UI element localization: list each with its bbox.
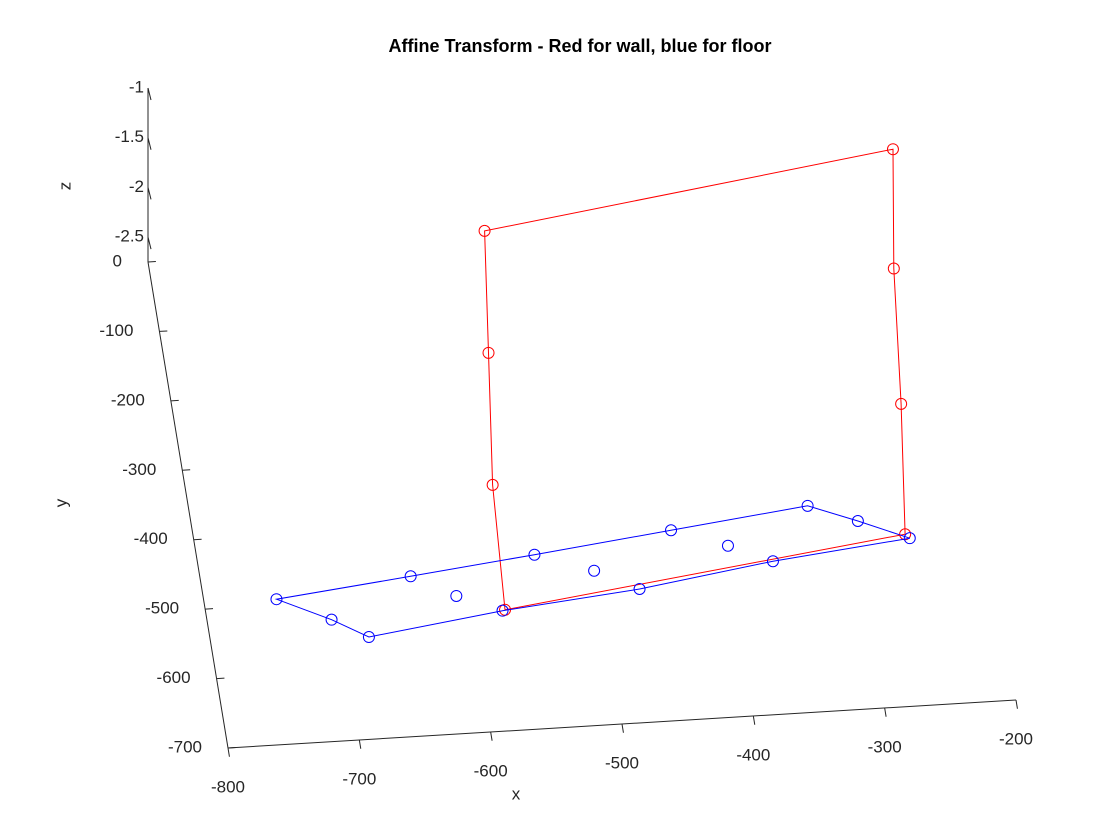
marker bbox=[588, 564, 601, 577]
marker bbox=[766, 555, 779, 568]
y-tick-label: -700 bbox=[168, 737, 202, 756]
marker bbox=[404, 570, 417, 583]
x-tick bbox=[227, 747, 230, 757]
x-axis-label: x bbox=[512, 784, 521, 803]
marker bbox=[482, 346, 495, 359]
x-tick bbox=[490, 731, 493, 741]
y-axis-label: y bbox=[51, 498, 70, 507]
z-tick bbox=[147, 137, 152, 150]
marker bbox=[450, 589, 463, 602]
x-tick-label: -800 bbox=[211, 777, 245, 796]
marker bbox=[528, 548, 541, 561]
y-tick-label: -100 bbox=[99, 321, 133, 340]
z-tick-label: -2.5 bbox=[115, 227, 144, 246]
y-tick-label: -300 bbox=[122, 460, 156, 479]
marker bbox=[801, 499, 814, 512]
x-tick bbox=[621, 723, 624, 733]
z-tick-label: -1 bbox=[129, 77, 144, 96]
z-tick bbox=[147, 237, 152, 250]
x-tick-label: -300 bbox=[868, 737, 902, 756]
y-tick-label: -400 bbox=[134, 529, 168, 548]
marker bbox=[887, 262, 900, 275]
z-tick-label: -2 bbox=[129, 177, 144, 196]
marker bbox=[362, 631, 375, 644]
z-axis-label: z bbox=[55, 182, 74, 191]
x-tick bbox=[1015, 699, 1018, 709]
x-tick-label: -700 bbox=[342, 769, 376, 788]
marker bbox=[851, 514, 864, 527]
z-tick bbox=[147, 187, 152, 200]
x-tick-label: -500 bbox=[605, 753, 639, 772]
marker bbox=[886, 143, 899, 156]
y-tick-label: -600 bbox=[157, 668, 191, 687]
marker bbox=[903, 532, 916, 545]
marker bbox=[895, 397, 908, 410]
x-tick bbox=[358, 739, 362, 749]
marker bbox=[270, 593, 283, 606]
y-tick-label: -200 bbox=[111, 390, 145, 409]
x-tick bbox=[884, 707, 887, 717]
x-tick bbox=[752, 715, 756, 725]
z-tick bbox=[147, 87, 152, 101]
y-axis-line bbox=[147, 261, 229, 749]
outline bbox=[274, 505, 910, 638]
marker bbox=[633, 582, 646, 595]
marker bbox=[325, 613, 338, 626]
chart-title: Affine Transform - Red for wall, blue fo… bbox=[388, 36, 771, 56]
y-tick-label: 0 bbox=[113, 251, 122, 270]
x-tick-label: -400 bbox=[736, 745, 770, 764]
marker bbox=[496, 604, 509, 617]
marker bbox=[899, 528, 912, 541]
y-tick-label: -500 bbox=[145, 599, 179, 618]
marker bbox=[665, 524, 678, 537]
x-tick-label: -600 bbox=[474, 761, 508, 780]
outline bbox=[484, 148, 906, 611]
marker bbox=[478, 224, 491, 237]
marker bbox=[486, 478, 499, 491]
x-tick-label: -200 bbox=[999, 729, 1033, 748]
z-tick-label: -1.5 bbox=[115, 127, 144, 146]
marker bbox=[721, 539, 734, 552]
